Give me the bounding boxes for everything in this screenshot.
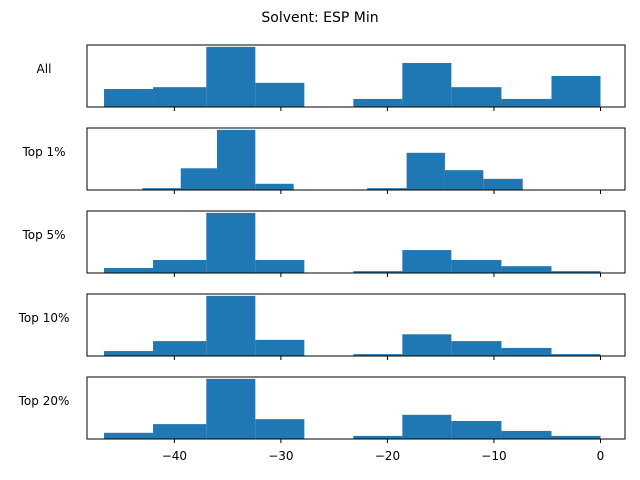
histogram-bar — [153, 424, 207, 439]
histogram-bar — [206, 378, 256, 439]
histogram-bar — [551, 76, 601, 107]
histogram-bar — [501, 347, 552, 356]
histogram-bar — [402, 334, 452, 356]
histogram-bar — [153, 259, 207, 273]
histogram-bar — [216, 129, 256, 190]
histogram-bar — [206, 295, 256, 356]
histogram-bar — [353, 435, 403, 439]
panel-frame — [86, 127, 626, 191]
panel-frame — [86, 210, 626, 274]
histogram-bar — [104, 432, 154, 439]
histogram-bar — [255, 419, 305, 439]
panel-label: Top 1% — [21, 145, 65, 159]
panel-4: Top 10% — [18, 293, 626, 360]
histogram-bar — [353, 98, 403, 107]
panel-label: All — [37, 62, 52, 76]
histogram-bar — [353, 354, 403, 356]
histogram-bar — [402, 250, 452, 273]
histogram-bar — [104, 351, 154, 356]
histogram-bar — [180, 168, 217, 190]
histogram-bar — [142, 188, 181, 190]
panel-frame — [86, 293, 626, 357]
x-axis: −40 −30 −20 −10 0 — [162, 449, 605, 463]
histogram-bar — [104, 89, 154, 107]
histogram-bar — [551, 435, 601, 439]
panel-1: All — [37, 44, 626, 111]
histogram-bar — [206, 46, 256, 107]
panel-2: Top 1% — [21, 127, 626, 194]
histogram-bar — [551, 271, 601, 273]
panels-group: All Top 1% Top 5% Top 10% Top 20% — [18, 44, 626, 443]
histogram-bar — [255, 259, 305, 273]
x-tick-label: −40 — [162, 449, 187, 463]
histogram-bar — [255, 82, 305, 107]
x-tick-label: 0 — [597, 449, 605, 463]
histogram-bar — [153, 341, 207, 356]
histogram-bar — [451, 259, 502, 273]
panel-frame — [86, 44, 626, 108]
panel-frame — [86, 376, 626, 440]
histogram-bar — [501, 430, 552, 439]
x-tick-label: −20 — [375, 449, 400, 463]
histogram-bar — [104, 268, 154, 273]
histogram-bar — [483, 178, 523, 190]
histogram-bar — [451, 421, 502, 439]
panel-label: Top 5% — [21, 228, 65, 242]
histogram-bar — [551, 354, 601, 356]
x-tick-label: −30 — [268, 449, 293, 463]
panel-5: Top 20% — [18, 376, 626, 443]
histogram-bar — [153, 87, 207, 107]
histogram-bar — [451, 341, 502, 356]
histogram-bar — [406, 152, 445, 190]
histogram-bar — [206, 212, 256, 273]
chart-title: Solvent: ESP Min — [261, 10, 378, 26]
panel-label: Top 10% — [18, 311, 70, 325]
histogram-bar — [402, 414, 452, 439]
panel-3: Top 5% — [21, 210, 626, 277]
x-tick-label: −10 — [481, 449, 506, 463]
histogram-bar — [501, 266, 552, 273]
histogram-bar — [255, 339, 305, 356]
histogram-bar — [402, 62, 452, 107]
histogram-bar — [501, 98, 552, 107]
histogram-bar — [367, 188, 407, 190]
histogram-bar — [451, 87, 502, 107]
histogram-bar — [353, 271, 403, 273]
panel-label: Top 20% — [18, 394, 70, 408]
histogram-bar — [255, 183, 294, 190]
histogram-bar — [444, 170, 484, 190]
